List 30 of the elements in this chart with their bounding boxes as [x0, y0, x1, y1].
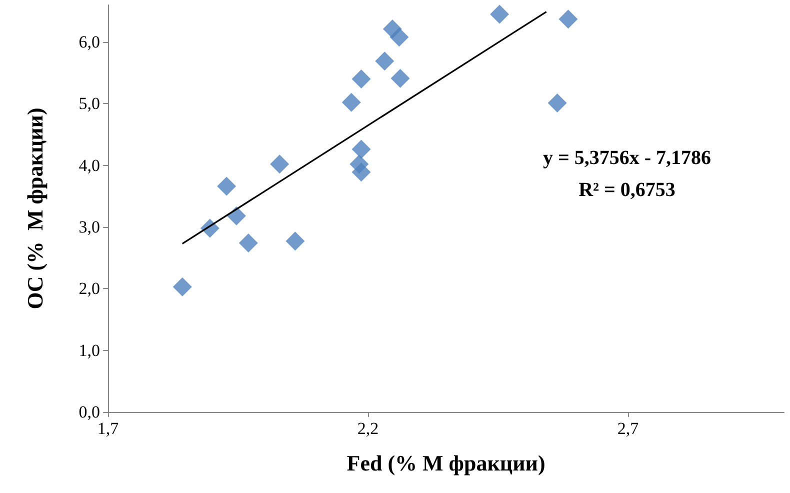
annotation: y = 5,3756x - 7,1786 [542, 147, 712, 169]
point [548, 94, 567, 113]
point [217, 176, 236, 196]
point [238, 234, 258, 253]
point [286, 232, 305, 251]
point [226, 206, 246, 226]
x-axis-title: Fed (% M фракции) [346, 450, 546, 476]
point [390, 28, 409, 47]
point [270, 154, 290, 174]
y-tick-label: 6,0 [78, 32, 100, 52]
y-axis-title: OC (% M фракции) [22, 108, 48, 310]
point [352, 70, 371, 88]
y-tick-label: 0,0 [78, 402, 100, 422]
point [490, 4, 510, 24]
x-tick-label: 2,2 [357, 419, 379, 438]
point [390, 68, 410, 88]
point [172, 277, 192, 296]
point [352, 140, 371, 159]
point [375, 52, 394, 71]
y-tick-label: 4,0 [78, 156, 100, 175]
annotation: R² = 0,6753 [578, 179, 676, 201]
y-tick-label: 3,0 [78, 218, 100, 236]
point [352, 162, 371, 182]
x-tick-label: 1,7 [97, 419, 120, 438]
y-tick-label: 2,0 [78, 279, 100, 298]
point [342, 92, 361, 112]
y-tick-label: 5,0 [78, 94, 100, 114]
x-tick-label: 2,7 [617, 419, 640, 438]
point [558, 10, 578, 29]
y-tick-label: 1,0 [78, 340, 100, 360]
